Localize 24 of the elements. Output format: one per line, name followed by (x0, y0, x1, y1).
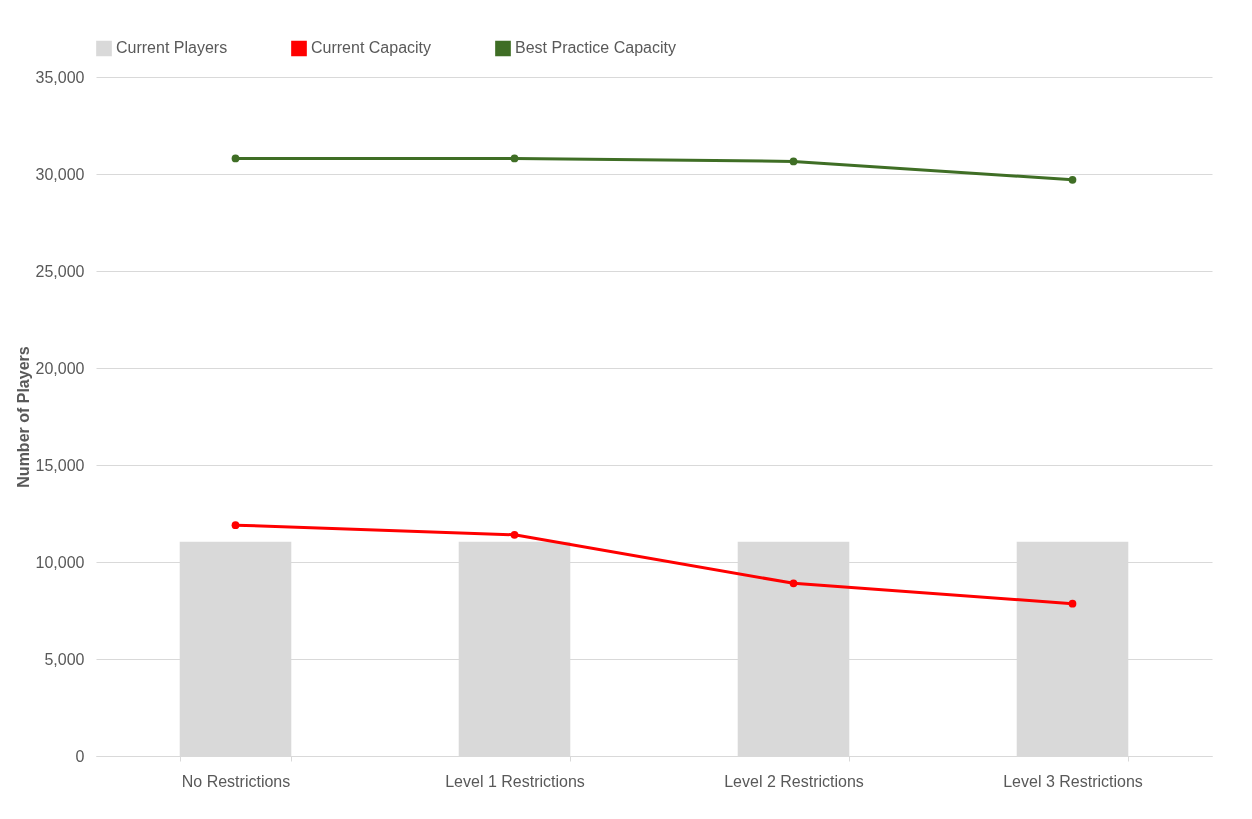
point (1068, 175, 1077, 184)
point (231, 521, 240, 530)
y-tick-label: 0 (75, 747, 85, 765)
y-tick-label: 15,000 (35, 456, 85, 474)
y-axis-title: Number of Players (14, 346, 32, 488)
legend-label: Current Capacity (311, 39, 432, 57)
point (789, 157, 798, 166)
y-tick-label: 10,000 (35, 553, 85, 571)
point (510, 154, 519, 163)
x-tick-label: Level 1 Restrictions (445, 772, 585, 790)
y-tick-label: 20,000 (35, 359, 85, 377)
legend-label: Best Practice Capacity (515, 39, 676, 57)
x-tick-label: Level 2 Restrictions (724, 772, 864, 790)
y-tick-label: 5,000 (44, 650, 85, 668)
x-tick-label: Level 3 Restrictions (1003, 772, 1143, 790)
x-tick-label: No Restrictions (181, 772, 291, 790)
point (510, 530, 519, 539)
point (231, 154, 240, 163)
y-tick-label: 35,000 (35, 68, 85, 86)
point (1068, 599, 1077, 608)
legend-label: Current Players (116, 39, 228, 57)
y-tick-label: 30,000 (35, 165, 85, 183)
y-tick-label: 25,000 (35, 262, 85, 280)
point (789, 579, 798, 588)
